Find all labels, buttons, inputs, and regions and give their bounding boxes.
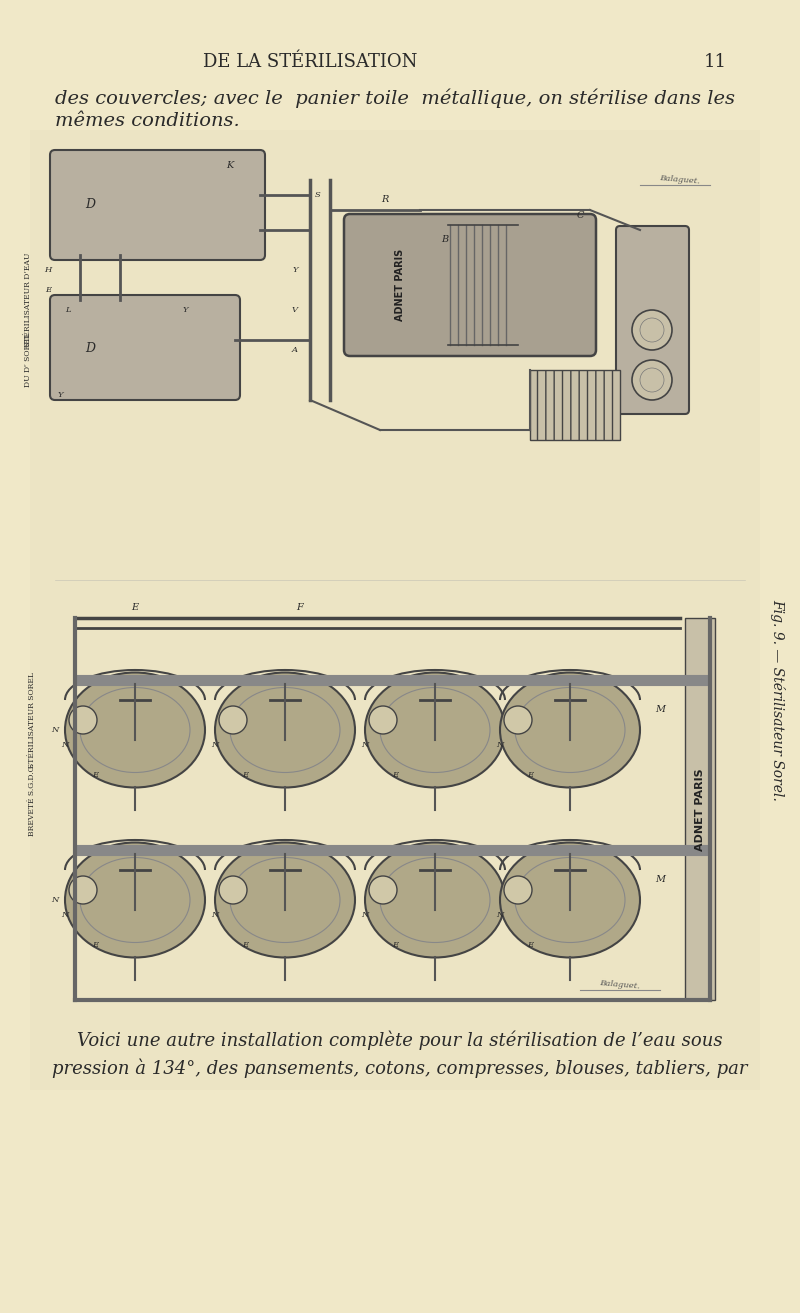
Text: E: E — [45, 286, 51, 294]
Text: N: N — [211, 911, 218, 919]
Text: Balaguet.: Balaguet. — [659, 175, 701, 185]
Text: N: N — [51, 726, 58, 734]
Text: Voici une autre installation complète pour la stérilisation de l’eau sous: Voici une autre installation complète po… — [77, 1029, 723, 1049]
Text: B: B — [442, 235, 449, 244]
Circle shape — [369, 876, 397, 903]
Circle shape — [69, 876, 97, 903]
Text: 11: 11 — [703, 53, 726, 71]
Text: N: N — [496, 741, 504, 748]
Text: F: F — [297, 603, 303, 612]
Circle shape — [369, 706, 397, 734]
Text: S: S — [315, 190, 321, 200]
Text: N: N — [211, 741, 218, 748]
Bar — [685, 618, 715, 1001]
Ellipse shape — [215, 843, 355, 957]
Text: V: V — [292, 306, 298, 314]
Text: E: E — [92, 941, 98, 949]
Text: N: N — [51, 895, 58, 903]
Text: DU Dʳ SOREL: DU Dʳ SOREL — [24, 334, 32, 387]
Circle shape — [632, 310, 672, 351]
Text: ADNET PARIS: ADNET PARIS — [695, 768, 705, 851]
Ellipse shape — [500, 672, 640, 788]
Text: E: E — [392, 941, 398, 949]
Bar — [30, 130, 760, 1090]
Text: E: E — [392, 771, 398, 779]
Text: M: M — [655, 705, 665, 714]
Text: E: E — [92, 771, 98, 779]
Text: STÉRILISATEUR SOREL: STÉRILISATEUR SOREL — [28, 672, 36, 768]
Text: Y: Y — [182, 306, 188, 314]
Ellipse shape — [215, 672, 355, 788]
FancyBboxPatch shape — [344, 214, 596, 356]
Text: K: K — [226, 160, 234, 169]
Circle shape — [219, 876, 247, 903]
Ellipse shape — [365, 672, 505, 788]
Text: Fig. 9. — Stérilisateur Sorel.: Fig. 9. — Stérilisateur Sorel. — [770, 599, 786, 801]
FancyBboxPatch shape — [50, 150, 265, 260]
Text: mêmes conditions.: mêmes conditions. — [55, 112, 240, 130]
Text: pression à 134°, des pansements, cotons, compresses, blouses, tabliers, par: pression à 134°, des pansements, cotons,… — [52, 1058, 748, 1078]
Circle shape — [504, 706, 532, 734]
Text: R: R — [382, 196, 389, 205]
Text: D: D — [85, 341, 95, 355]
Text: N: N — [362, 741, 369, 748]
Text: M: M — [655, 876, 665, 885]
Circle shape — [219, 706, 247, 734]
Text: Y: Y — [292, 267, 298, 274]
Ellipse shape — [500, 843, 640, 957]
Text: BREVETÉ S.G.D.G.: BREVETÉ S.G.D.G. — [28, 764, 36, 836]
Text: ADNET PARIS: ADNET PARIS — [395, 249, 405, 322]
Text: E: E — [131, 603, 138, 612]
Text: E: E — [242, 771, 248, 779]
Circle shape — [504, 876, 532, 903]
Text: STÉRILISATEUR D’EAU: STÉRILISATEUR D’EAU — [24, 253, 32, 347]
Text: Y: Y — [58, 391, 62, 399]
Text: A: A — [292, 347, 298, 355]
Text: E: E — [527, 941, 533, 949]
Ellipse shape — [65, 843, 205, 957]
Text: N: N — [362, 911, 369, 919]
Ellipse shape — [365, 843, 505, 957]
Text: C: C — [576, 210, 584, 219]
Circle shape — [632, 360, 672, 400]
Ellipse shape — [65, 672, 205, 788]
Bar — [530, 370, 620, 440]
FancyBboxPatch shape — [616, 226, 689, 414]
Text: H: H — [44, 267, 52, 274]
Text: E: E — [527, 771, 533, 779]
FancyBboxPatch shape — [50, 295, 240, 400]
Text: Balaguet.: Balaguet. — [599, 979, 641, 991]
Text: N: N — [62, 741, 69, 748]
Text: des couvercles; avec le  panier toile  métallique, on stérilise dans les: des couvercles; avec le panier toile mét… — [55, 88, 735, 108]
Text: E: E — [242, 941, 248, 949]
Text: DE LA STÉRILISATION: DE LA STÉRILISATION — [203, 53, 417, 71]
Circle shape — [69, 706, 97, 734]
Text: N: N — [62, 911, 69, 919]
Text: L: L — [65, 306, 71, 314]
Text: D: D — [85, 198, 95, 211]
Text: N: N — [496, 911, 504, 919]
